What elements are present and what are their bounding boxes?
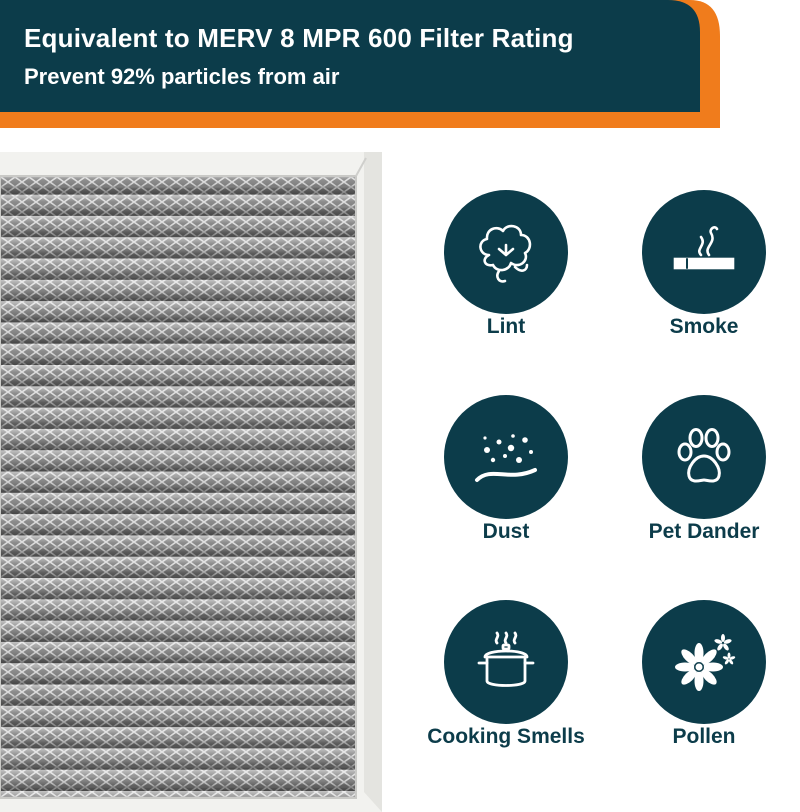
banner-subtitle: Prevent 92% particles from air [24,64,340,89]
header-banner: Equivalent to MERV 8 MPR 600 Filter Rati… [0,0,800,140]
particle-cooking-smells: Cooking Smells [416,600,596,790]
banner-shape [0,0,720,128]
dust-label: Dust [482,520,530,543]
cooking-pot-icon [477,631,535,687]
pollen-label: Pollen [672,725,736,748]
dust-icon [475,434,537,482]
smoke-label: Smoke [669,315,739,338]
dust-badge [444,395,568,519]
pet-dander-badge [642,395,766,519]
flower-icon [675,634,736,691]
banner-title: Equivalent to MERV 8 MPR 600 Filter Rati… [24,23,574,53]
pet-dander-label: Pet Dander [648,520,760,543]
particle-pollen: Pollen [614,600,794,790]
particle-pet-dander: Pet Dander [614,395,794,585]
cooking-smells-label: Cooking Smells [427,725,585,748]
cooking-smells-badge [444,600,568,724]
particle-lint: Lint [416,190,596,380]
particle-dust: Dust [416,395,596,585]
particle-smoke: Smoke [614,190,794,380]
cigarette-icon [673,226,735,270]
pollen-badge [642,600,766,724]
lint-badge [444,190,568,314]
cotton-icon [479,224,532,283]
paw-icon [677,428,731,483]
air-filter-image [0,152,382,812]
lint-label: Lint [486,315,526,338]
smoke-badge [642,190,766,314]
